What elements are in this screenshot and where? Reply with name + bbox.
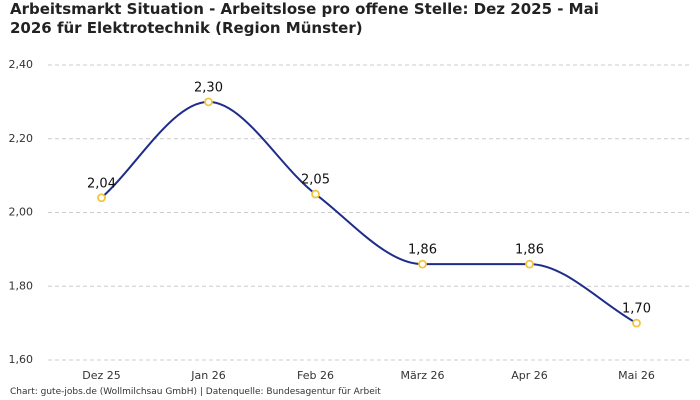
point <box>418 259 427 269</box>
value-label: 1,86 <box>515 243 544 258</box>
value-label: 2,30 <box>194 80 223 95</box>
point <box>525 259 534 269</box>
value-label: 2,05 <box>301 173 330 188</box>
value-label: 2,04 <box>87 176 116 191</box>
y-tick-label: 1,60 <box>9 353 34 366</box>
y-tick-label: 1,80 <box>9 279 34 292</box>
value-label: 1,86 <box>408 243 437 258</box>
point <box>97 193 106 203</box>
x-tick-label: März 26 <box>400 369 444 382</box>
y-tick-label: 2,00 <box>9 206 34 219</box>
point <box>632 318 641 328</box>
point <box>204 97 213 107</box>
x-tick-label: Dez 25 <box>82 369 121 382</box>
x-tick-label: Apr 26 <box>511 369 548 382</box>
line <box>100 100 637 325</box>
x-tick-label: Feb 26 <box>297 369 334 382</box>
y-tick-label: 2,40 <box>9 58 34 71</box>
x-tick-label: Jan 26 <box>190 369 225 382</box>
point <box>311 189 320 199</box>
value-label: 1,70 <box>622 302 651 317</box>
x-tick-label: Mai 26 <box>618 369 655 382</box>
source-note: Chart: gute-jobs.de (Wollmilchsau GmbH) … <box>10 387 381 397</box>
y-tick-label: 2,20 <box>9 132 34 145</box>
chart-title: Arbeitsmarkt Situation - Arbeitslose pro… <box>10 0 599 37</box>
